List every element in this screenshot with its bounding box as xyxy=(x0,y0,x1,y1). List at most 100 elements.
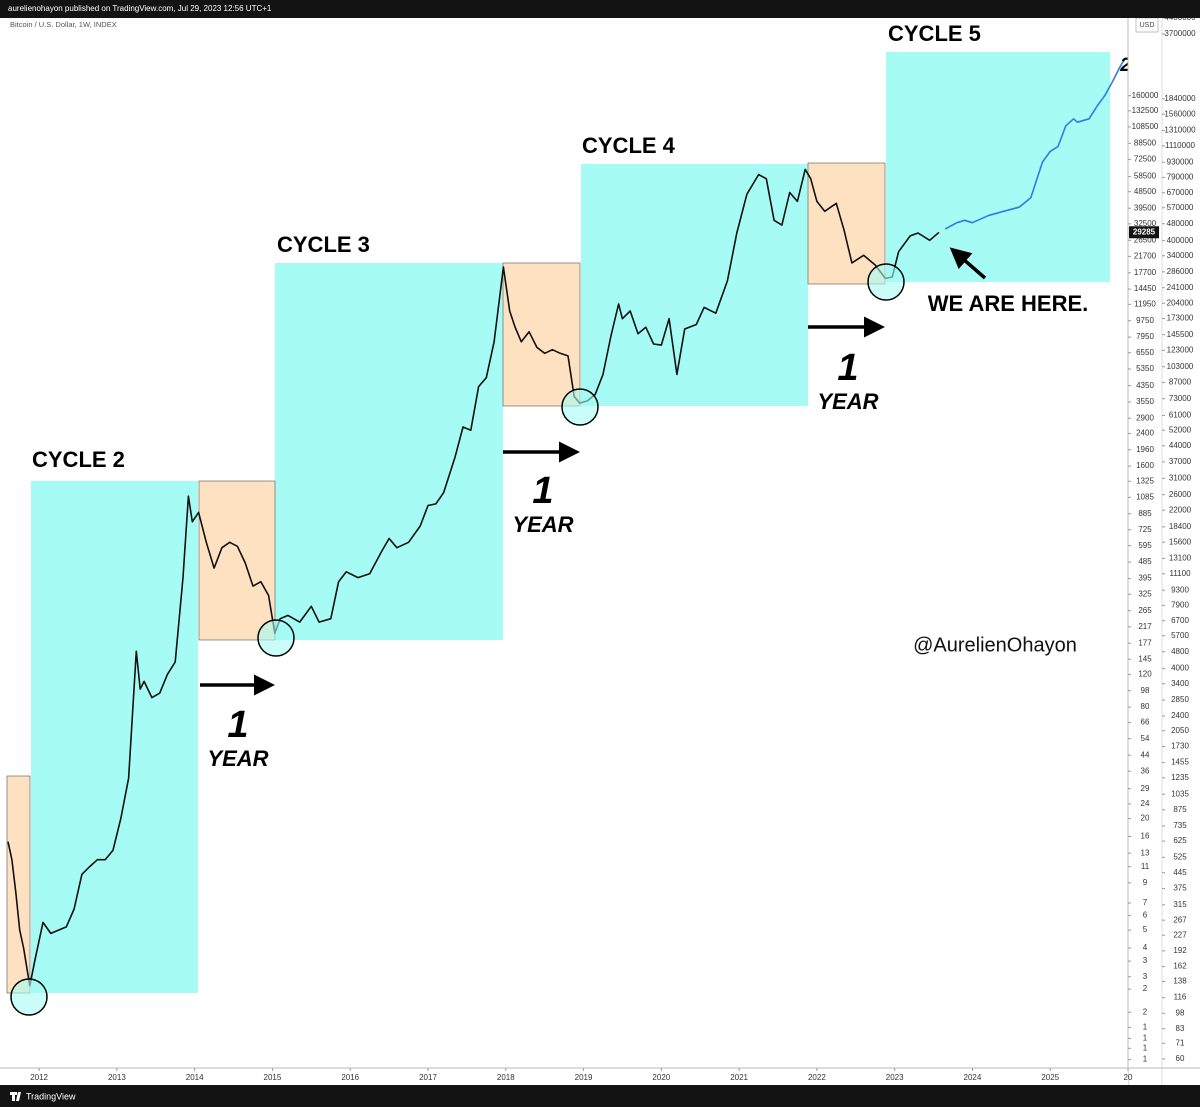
y-tick-label: 26500 xyxy=(1134,235,1157,244)
y2-tick-label: 241000 xyxy=(1167,283,1194,292)
y-tick-label: 54 xyxy=(1141,734,1150,743)
header-bar xyxy=(0,0,1200,18)
y-tick-label: 177 xyxy=(1138,638,1152,647)
x-tick-label: 2017 xyxy=(419,1073,437,1082)
y-tick-label: 108500 xyxy=(1132,122,1159,131)
y-tick-label: 725 xyxy=(1138,525,1152,534)
y2-tick-label: 138 xyxy=(1173,977,1187,986)
y-tick-label: 72500 xyxy=(1134,154,1157,163)
y2-tick-label: 875 xyxy=(1173,805,1187,814)
price-axis-panel xyxy=(1128,18,1200,1085)
interval-number: 1 xyxy=(837,347,858,389)
cycle-boxes xyxy=(6,52,1110,994)
bear-box xyxy=(6,775,31,994)
y-tick-label: 11 xyxy=(1141,862,1150,871)
y-tick-label: 3 xyxy=(1143,972,1148,981)
x-tick-label: 2014 xyxy=(186,1073,204,1082)
y-tick-label: 2900 xyxy=(1136,413,1154,422)
y2-tick-label: 670000 xyxy=(1167,188,1194,197)
y2-tick-label: 9300 xyxy=(1171,585,1189,594)
y-tick-label: 14450 xyxy=(1134,284,1157,293)
y2-tick-label: 18400 xyxy=(1169,522,1192,531)
y2-tick-label: 6700 xyxy=(1171,616,1189,625)
y-tick-label: 44 xyxy=(1141,750,1150,759)
cycle-label: CYCLE 5 xyxy=(888,21,981,46)
y-tick-label: 3550 xyxy=(1136,397,1154,406)
currency: USD xyxy=(1140,22,1155,29)
y2-tick-label: 1840000 xyxy=(1164,94,1196,103)
y-tick-label: 595 xyxy=(1138,541,1152,550)
current-price-label: 29285 xyxy=(1133,227,1156,236)
y-tick-label: 16 xyxy=(1141,832,1150,841)
y-tick-label: 98 xyxy=(1141,686,1150,695)
y-tick-label: 29 xyxy=(1141,784,1150,793)
y2-tick-label: 227 xyxy=(1173,930,1187,939)
y-tick-label: 4350 xyxy=(1136,381,1154,390)
y2-tick-label: 1455 xyxy=(1171,758,1189,767)
y-tick-label: 13 xyxy=(1141,848,1150,857)
y2-tick-label: 445 xyxy=(1173,868,1187,877)
y2-tick-label: 13100 xyxy=(1169,553,1192,562)
y-tick-label: 39500 xyxy=(1134,203,1157,212)
time-axis-panel xyxy=(0,1068,1128,1085)
y-tick-label: 24 xyxy=(1141,799,1150,808)
bottom-circle xyxy=(257,619,295,657)
y-tick-label: 3 xyxy=(1143,956,1148,965)
price-lines xyxy=(7,59,1125,987)
y-tick-label: 20 xyxy=(1141,814,1150,823)
y-tick-label: 160000 xyxy=(1132,91,1159,100)
y2-tick-label: 315 xyxy=(1173,900,1187,909)
y2-tick-label: 375 xyxy=(1173,884,1187,893)
y-tick-label: 265 xyxy=(1138,606,1152,615)
y2-tick-label: 60 xyxy=(1176,1054,1185,1063)
interval-number: 1 xyxy=(227,704,248,746)
bottom-circles xyxy=(10,263,905,1016)
y2-tick-label: 98 xyxy=(1176,1008,1185,1017)
y-tick-label: 2 xyxy=(1143,1007,1148,1016)
y-tick-label: 88500 xyxy=(1134,138,1157,147)
y2-tick-label: 735 xyxy=(1173,821,1187,830)
bear-box xyxy=(807,162,886,285)
y-tick-label: 7950 xyxy=(1136,332,1154,341)
y2-tick-label: 61000 xyxy=(1169,411,1192,420)
y-tick-label: 2400 xyxy=(1136,429,1154,438)
footer-bar xyxy=(0,1085,1200,1107)
y2-tick-label: 22000 xyxy=(1169,505,1192,514)
y-tick-label: 145 xyxy=(1138,654,1152,663)
y2-tick-label: 790000 xyxy=(1167,173,1194,182)
x-tick-label: 2021 xyxy=(730,1073,748,1082)
x-tick-label: 20 xyxy=(1124,1073,1133,1082)
y-tick-label: 5 xyxy=(1143,925,1148,934)
y-tick-label: 395 xyxy=(1138,574,1152,583)
y2-tick-label: 44000 xyxy=(1169,441,1192,450)
y2-tick-label: 1560000 xyxy=(1164,109,1196,118)
y2-tick-label: 3400 xyxy=(1171,679,1189,688)
x-tick-label: 2012 xyxy=(30,1073,48,1082)
y-tick-label: 1 xyxy=(1143,1034,1148,1043)
interval-unit: YEAR xyxy=(207,746,268,771)
y2-tick-label: 7900 xyxy=(1171,600,1189,609)
y2-tick-label: 103000 xyxy=(1167,362,1194,371)
y2-tick-label: 15600 xyxy=(1169,537,1192,546)
y-tick-label: 32500 xyxy=(1134,219,1157,228)
x-tick-label: 2025 xyxy=(1041,1073,1059,1082)
y2-tick-label: 87000 xyxy=(1169,378,1192,387)
bottom-circle xyxy=(10,978,48,1016)
y-tick-label: 58500 xyxy=(1134,172,1157,181)
y-tick-label: 9 xyxy=(1143,878,1148,887)
y2-tick-label: 11100 xyxy=(1169,569,1191,578)
y-tick-label: 120 xyxy=(1138,670,1152,679)
cycle-box xyxy=(886,52,1110,282)
x-tick-label: 2019 xyxy=(575,1073,593,1082)
y-tick-label: 2 xyxy=(1143,984,1148,993)
y-tick-label: 325 xyxy=(1138,589,1152,598)
y-tick-label: 132500 xyxy=(1132,106,1159,115)
y-tick-label: 6 xyxy=(1143,911,1148,920)
interval-unit: YEAR xyxy=(817,389,878,414)
y-tick-label: 21700 xyxy=(1134,251,1157,260)
y2-tick-label: 173000 xyxy=(1167,314,1194,323)
y2-tick-label: 162 xyxy=(1173,962,1187,971)
y2-tick-label: 3700000 xyxy=(1164,29,1196,38)
y2-tick-label: 1730 xyxy=(1171,742,1189,751)
